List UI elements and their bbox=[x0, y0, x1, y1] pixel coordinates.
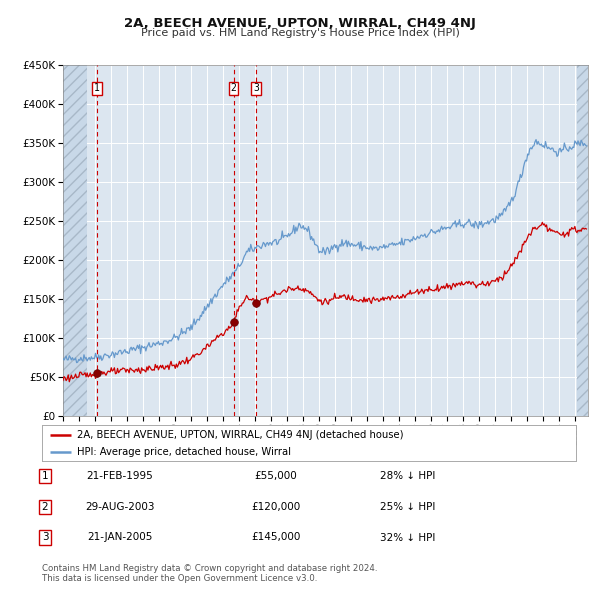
Text: This data is licensed under the Open Government Licence v3.0.: This data is licensed under the Open Gov… bbox=[42, 574, 317, 583]
Text: Price paid vs. HM Land Registry's House Price Index (HPI): Price paid vs. HM Land Registry's House … bbox=[140, 28, 460, 38]
Bar bbox=[63, 65, 87, 416]
Text: £55,000: £55,000 bbox=[254, 471, 298, 481]
Text: 32% ↓ HPI: 32% ↓ HPI bbox=[380, 533, 436, 542]
Text: 21-FEB-1995: 21-FEB-1995 bbox=[86, 471, 154, 481]
Text: 2A, BEECH AVENUE, UPTON, WIRRAL, CH49 4NJ: 2A, BEECH AVENUE, UPTON, WIRRAL, CH49 4N… bbox=[124, 17, 476, 30]
Text: 25% ↓ HPI: 25% ↓ HPI bbox=[380, 502, 436, 512]
Text: 21-JAN-2005: 21-JAN-2005 bbox=[88, 533, 152, 542]
Text: 2: 2 bbox=[41, 502, 49, 512]
Text: 2A, BEECH AVENUE, UPTON, WIRRAL, CH49 4NJ (detached house): 2A, BEECH AVENUE, UPTON, WIRRAL, CH49 4N… bbox=[77, 430, 403, 440]
Text: 1: 1 bbox=[41, 471, 49, 481]
Text: 3: 3 bbox=[41, 533, 49, 542]
Text: 28% ↓ HPI: 28% ↓ HPI bbox=[380, 471, 436, 481]
Text: £145,000: £145,000 bbox=[251, 533, 301, 542]
Text: 29-AUG-2003: 29-AUG-2003 bbox=[85, 502, 155, 512]
Text: 1: 1 bbox=[94, 83, 100, 93]
Text: 2: 2 bbox=[230, 83, 236, 93]
Text: Contains HM Land Registry data © Crown copyright and database right 2024.: Contains HM Land Registry data © Crown c… bbox=[42, 565, 377, 573]
Bar bbox=[577, 65, 588, 416]
Text: HPI: Average price, detached house, Wirral: HPI: Average price, detached house, Wirr… bbox=[77, 447, 291, 457]
Text: £120,000: £120,000 bbox=[251, 502, 301, 512]
Text: 3: 3 bbox=[253, 83, 259, 93]
